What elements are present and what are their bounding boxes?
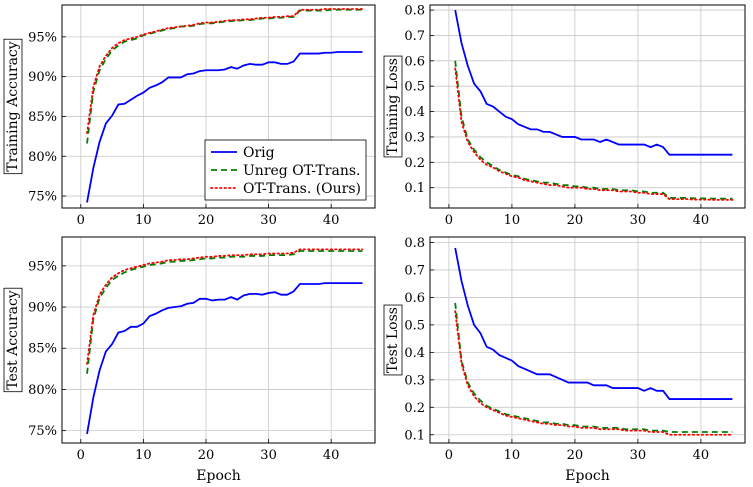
y-axis-label-box [383,55,403,158]
y-tick-label: 0.8 [404,236,425,251]
y-axis-label-text: Training Loss [385,58,401,155]
y-tick-label: 0.5 [404,80,425,95]
x-tick-label: 20 [567,448,584,463]
series-line-ot-trans-ours [86,248,364,365]
x-tick-label: 30 [260,448,277,463]
series-line-orig [86,51,363,203]
series-line-ot-trans-ours [86,8,364,135]
legend-label: Unreg OT-Trans. [243,163,360,179]
x-tick-label: 30 [630,448,647,463]
x-tick-label: 30 [630,213,647,228]
x-tick-label: 0 [77,213,85,228]
y-axis-label: Training Accuracy [3,38,23,175]
x-tick-label: 10 [504,448,521,463]
plot-frame [429,4,746,209]
y-axis-label: Test Accuracy [3,287,23,393]
y-axis-label-text: Test Loss [385,307,401,373]
x-tick-label: 10 [504,213,521,228]
x-tick-label: 20 [567,213,584,228]
x-tick-label: 40 [693,448,710,463]
x-tick-label: 40 [323,448,340,463]
y-tick-label: 0.4 [404,346,425,361]
x-tick-label: 40 [323,213,340,228]
y-tick-label: 0.1 [404,428,425,443]
y-tick-label: 90% [28,70,57,85]
x-tick-label: 30 [260,213,277,228]
test-acc-panel: 0 10 20 30 40 75% 80% 85% 90% 95% Test Accuracy Epo… [3,236,376,484]
y-axis-label: Training Loss [383,55,403,158]
x-tick-label: 10 [135,213,152,228]
x-axis-label: Epoch [196,468,240,484]
series-line-unreg-ot-trans [86,250,363,374]
train-loss-panel: 0 10 20 30 40 0.1 0.2 0.3 0.4 0.5 0.6 0.7 0.8 Trainin… [383,4,746,228]
y-tick-label: 85% [28,110,57,125]
series-line-unreg-ot-trans [454,60,733,200]
y-tick-label: 0.7 [404,263,425,278]
y-tick-label: 0.1 [404,181,425,196]
y-axis-label-box [383,304,403,376]
y-tick-label: 90% [28,301,57,316]
y-tick-label: 0.6 [404,291,425,306]
x-tick-label: 0 [445,448,453,463]
legend-label: OT-Trans. (Ours) [243,181,361,197]
y-tick-label: 0.3 [404,130,425,145]
train-acc-panel: 0 10 20 30 40 75% 80% 85% 90% 95% Training Accurac… [3,4,376,228]
y-tick-label: 85% [28,342,57,357]
y-tick-label: 80% [28,383,57,398]
plot-frame [429,236,746,444]
x-tick-label: 10 [135,448,152,463]
x-tick-label: 40 [693,213,710,228]
y-tick-label: 95% [28,259,57,274]
y-tick-label: 0.2 [404,401,425,416]
legend-label: Orig [243,145,275,161]
y-tick-label: 95% [28,30,57,45]
y-tick-label: 0.7 [404,29,425,44]
y-tick-label: 0.3 [404,373,425,388]
legend: Orig Unreg OT-Trans. OT-Trans. (Ours) [204,139,367,201]
plot-frame [61,236,376,444]
y-axis-label-box [3,287,23,393]
y-axis-label: Test Loss [383,304,403,376]
x-tick-label: 0 [77,448,85,463]
y-tick-label: 80% [28,150,57,165]
y-tick-label: 0.2 [404,156,425,171]
y-axis-label-text: Test Accuracy [5,290,21,389]
y-axis-label-text: Training Accuracy [5,41,21,171]
series-line-unreg-ot-trans [454,302,733,433]
x-tick-label: 0 [445,213,453,228]
test-loss-panel: 0 10 20 30 40 0.1 0.2 0.3 0.4 0.5 0.6 0.7 0.8 Test Lo… [383,236,746,484]
y-tick-label: 0.6 [404,54,425,69]
series-line-orig [454,247,733,400]
y-tick-label: 0.4 [404,105,425,120]
series-line-ot-trans-ours [454,310,734,436]
y-tick-label: 0.5 [404,318,425,333]
y-axis-label-box [3,38,23,175]
x-tick-label: 20 [198,213,215,228]
y-tick-label: 75% [28,190,57,205]
series-line-ot-trans-ours [454,67,734,201]
x-axis-label: Epoch [565,468,609,484]
series-line-orig [86,282,363,435]
y-tick-label: 75% [28,424,57,439]
plot-frame [61,4,376,209]
series-line-orig [454,9,733,156]
y-tick-label: 0.8 [404,4,425,19]
x-tick-label: 20 [198,448,215,463]
